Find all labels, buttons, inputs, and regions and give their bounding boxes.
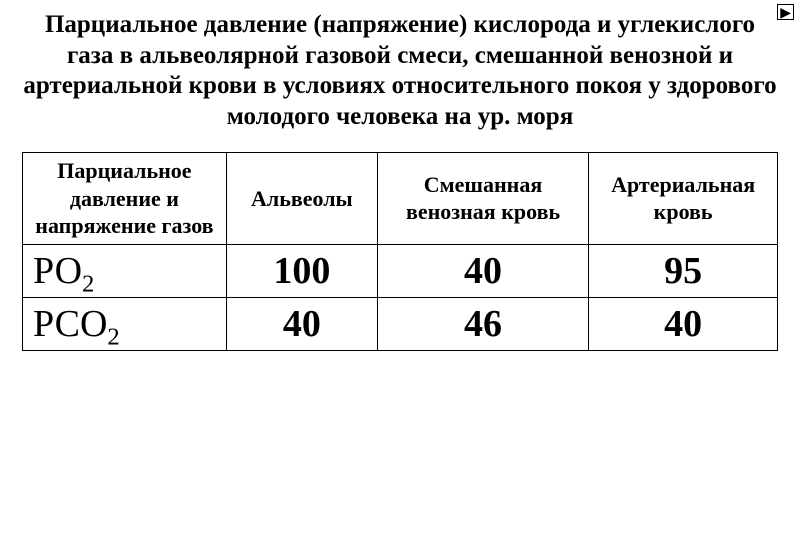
gas-label: РСО2 — [23, 297, 227, 350]
col-header-alveoli: Альвеолы — [226, 153, 377, 245]
cell-venous: 46 — [377, 297, 588, 350]
col-header-arterial: Артериальная кровь — [589, 153, 778, 245]
next-slide-button[interactable]: ▶ — [777, 4, 794, 20]
cell-arterial: 40 — [589, 297, 778, 350]
table-row: РСО2 40 46 40 — [23, 297, 778, 350]
cell-alveoli: 100 — [226, 244, 377, 297]
col-header-venous: Смешанная венозная кровь — [377, 153, 588, 245]
cell-alveoli: 40 — [226, 297, 377, 350]
cell-venous: 40 — [377, 244, 588, 297]
col-header-parameter: Парциальное давление и напряжение газов — [23, 153, 227, 245]
gas-pressure-table: Парциальное давление и напряжение газов … — [22, 152, 778, 351]
cell-arterial: 95 — [589, 244, 778, 297]
slide-container: Парциальное давление (напряжение) кислор… — [0, 0, 800, 533]
table-header-row: Парциальное давление и напряжение газов … — [23, 153, 778, 245]
table-row: РО2 100 40 95 — [23, 244, 778, 297]
slide-title: Парциальное давление (напряжение) кислор… — [22, 10, 778, 132]
gas-label: РО2 — [23, 244, 227, 297]
